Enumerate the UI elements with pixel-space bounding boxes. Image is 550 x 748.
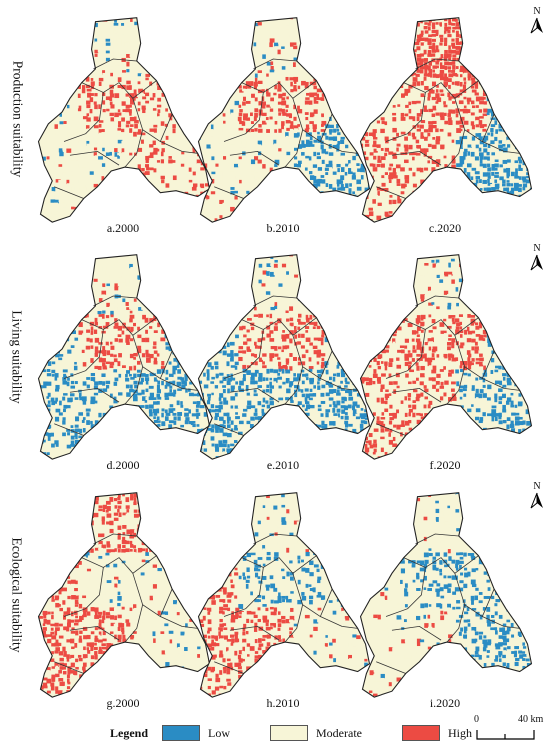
legend-label-moderate: Moderate: [316, 725, 362, 740]
panel-caption: b.2010: [266, 221, 300, 235]
legend-title: Legend: [110, 725, 149, 740]
suitability-map: [37, 17, 211, 223]
scale-start-label: 0: [474, 714, 479, 725]
suitability-map: [197, 17, 371, 223]
map-panel-i: i.2020: [356, 479, 534, 719]
north-arrow-icon: [530, 254, 543, 271]
panel-caption: g.2000: [106, 696, 140, 710]
panel-caption: a.2000: [106, 221, 140, 235]
scale-end-label: 40 km: [518, 714, 544, 725]
suitability-map: [359, 254, 533, 460]
north-arrow-row1: N: [528, 6, 546, 40]
map-panel-h: h.2010: [194, 479, 372, 719]
map-panel-c: c.2020: [356, 4, 534, 244]
map-panel-e: e.2010: [194, 241, 372, 481]
scale-bar-line: [476, 730, 535, 740]
map-panel-g: g.2000: [34, 479, 212, 719]
legend-swatch-moderate: [270, 725, 309, 741]
map-panel-f: f.2020: [356, 241, 534, 481]
panel-caption: h.2010: [266, 696, 300, 710]
legend-swatch-high: [402, 725, 440, 741]
suitability-map: [37, 254, 211, 460]
row-title-ecological: Ecological suitability: [10, 537, 26, 653]
panel-caption: f.2020: [429, 458, 461, 472]
suitability-map: [37, 492, 211, 698]
legend-swatch-low: [162, 725, 201, 741]
legend-label-high: High: [448, 725, 472, 740]
suitability-map: [359, 17, 533, 223]
north-arrow-row3: N: [528, 481, 546, 515]
north-arrow-row2: N: [528, 243, 546, 277]
scale-bar: 0 40 km: [474, 714, 548, 744]
map-panel-b: b.2010: [194, 4, 372, 244]
north-arrow-icon: [530, 17, 543, 34]
map-panel-a: a.2000: [34, 4, 212, 244]
north-arrow-icon: [530, 492, 543, 509]
suitability-map: [359, 492, 533, 698]
row-title-living: Living suitability: [10, 310, 25, 404]
row-title-production: Production suitability: [10, 60, 25, 178]
panel-caption: i.2020: [429, 696, 461, 710]
legend: Legend Low Moderate High: [110, 722, 512, 744]
legend-item-moderate: Moderate: [270, 725, 362, 741]
suitability-map: [197, 254, 371, 460]
legend-item-high: High: [402, 725, 472, 741]
suitability-map: [197, 492, 371, 698]
panel-caption: e.2010: [266, 458, 300, 472]
legend-label-low: Low: [208, 725, 231, 740]
panel-caption: c.2020: [428, 221, 462, 235]
map-panel-d: d.2000: [34, 241, 212, 481]
panel-caption: d.2000: [106, 458, 140, 472]
legend-item-low: Low: [162, 725, 230, 741]
